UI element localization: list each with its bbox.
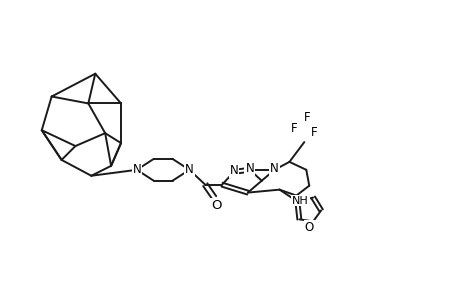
Text: NH: NH [291, 196, 308, 206]
Text: O: O [210, 199, 221, 212]
Text: F: F [303, 111, 310, 124]
Text: N: N [229, 164, 238, 177]
Text: F: F [310, 126, 317, 139]
Text: F: F [291, 122, 297, 135]
Text: N: N [185, 163, 193, 176]
Text: N: N [245, 162, 254, 175]
Text: N: N [269, 162, 278, 175]
Text: O: O [304, 221, 313, 234]
Text: N: N [132, 163, 141, 176]
